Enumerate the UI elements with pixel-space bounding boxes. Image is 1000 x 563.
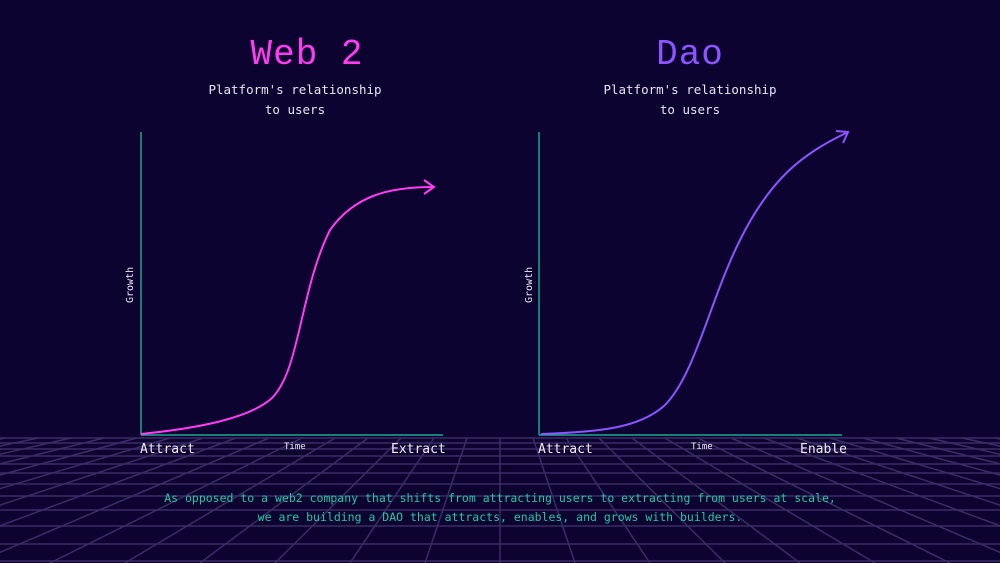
- grid-vertical-line: [274, 437, 402, 563]
- caption-line2: we are building a DAO that attracts, ena…: [257, 510, 743, 524]
- web2-title: Web 2: [250, 34, 364, 75]
- grid-vertical-line: [862, 437, 1000, 476]
- web2-arrow-head: [423, 179, 436, 195]
- dao-title: Dao: [656, 34, 724, 75]
- grid-vertical-line: [829, 437, 1000, 490]
- grid-vertical-line: [199, 437, 369, 563]
- dao-subtitle-line1: Platform's relationship: [603, 82, 777, 97]
- caption-line1: As opposed to a web2 company that shifts…: [164, 491, 836, 505]
- web2-subtitle-line2: to users: [264, 102, 326, 117]
- dao-curve: [540, 131, 849, 435]
- grid-vertical-line: [796, 437, 1000, 506]
- web2-x-start: Attract: [140, 442, 195, 457]
- grid-vertical-line: [0, 437, 204, 506]
- dao-x-label: Time: [691, 442, 713, 452]
- grid-vertical-line: [763, 437, 1000, 527]
- grid-vertical-line: [424, 437, 468, 563]
- dao-subtitle-line2: to users: [659, 102, 721, 117]
- grid-vertical-line: [895, 437, 1000, 465]
- web2-x-end: Extract: [391, 442, 446, 457]
- web2-y-label: Growth: [125, 266, 136, 303]
- grid-vertical-line: [532, 437, 576, 563]
- grid-vertical-line: [0, 437, 138, 476]
- grid-vertical-line: [0, 437, 171, 490]
- web2-curve: [140, 186, 434, 435]
- grid-vertical-line: [598, 437, 726, 563]
- grid-vertical-line: [349, 437, 435, 563]
- grid-vertical-line: [565, 437, 651, 563]
- dao-arrow-head: [835, 130, 850, 144]
- grid-vertical-line: [0, 437, 105, 465]
- grid-vertical-line: [730, 437, 1000, 554]
- grid-vertical-line: [0, 437, 270, 554]
- grid-vertical-line: [0, 437, 237, 527]
- grid-vertical-line: [124, 437, 336, 563]
- dao-x-start: Attract: [538, 442, 593, 457]
- dao-y-label: Growth: [524, 266, 535, 303]
- dao-subtitle: Platform's relationship to users: [540, 80, 840, 120]
- caption: As opposed to a web2 company that shifts…: [0, 489, 1000, 527]
- grid-vertical-line: [664, 437, 876, 563]
- web2-subtitle: Platform's relationship to users: [145, 80, 445, 120]
- dao-x-end: Enable: [800, 442, 847, 457]
- grid-vertical-line: [631, 437, 801, 563]
- grid-vertical-line: [49, 437, 303, 563]
- web2-subtitle-line1: Platform's relationship: [208, 82, 382, 97]
- web2-x-label: Time: [284, 442, 306, 452]
- grid-vertical-line: [697, 437, 951, 563]
